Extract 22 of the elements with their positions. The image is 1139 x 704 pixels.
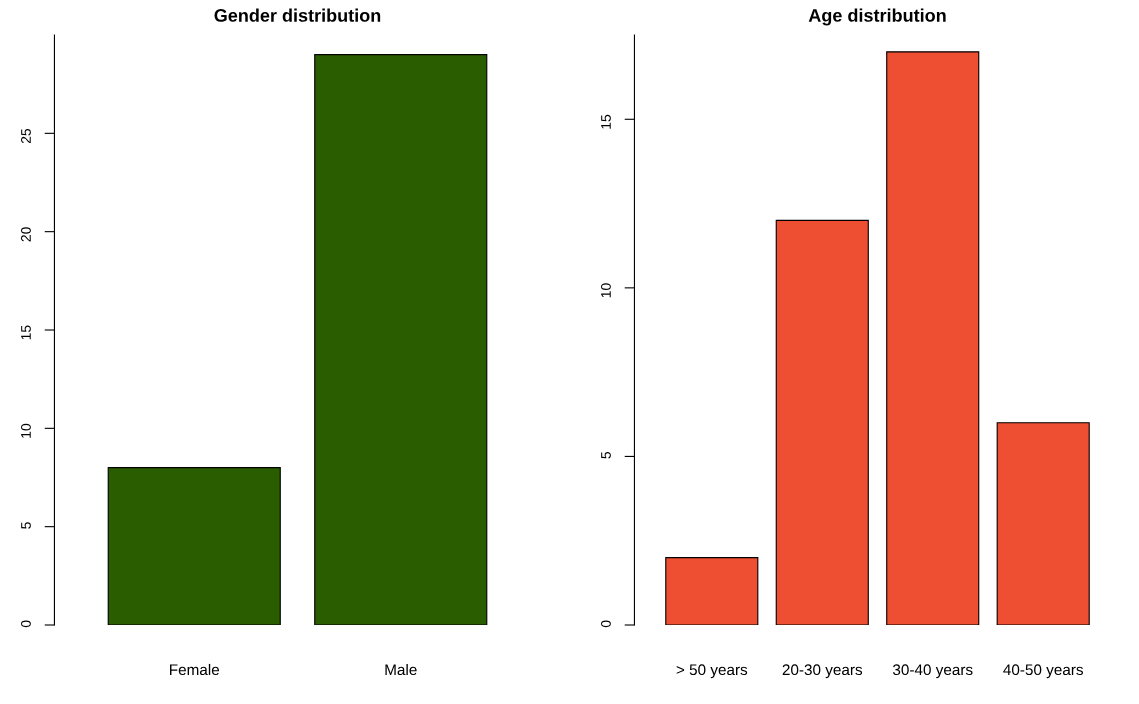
x-tick-label: 20-30 years <box>782 664 863 679</box>
y-tick-label: 15 <box>601 114 611 129</box>
bar <box>886 51 980 625</box>
y-tick-label: 5 <box>601 451 611 459</box>
y-tick-label: 0 <box>601 620 611 628</box>
y-tick-label: 15 <box>21 325 31 340</box>
y-tick-label: 10 <box>21 423 31 438</box>
x-tick-label: > 50 years <box>676 664 748 679</box>
y-tick-label: 10 <box>601 283 611 298</box>
x-tick-label: 40-50 years <box>1003 664 1083 679</box>
x-tick-label: Male <box>385 663 417 676</box>
y-tick-label: 25 <box>21 128 31 144</box>
bar <box>996 422 1090 625</box>
bar <box>775 219 869 625</box>
x-tick-label: 30-40 years <box>892 664 973 679</box>
y-tick-label: 5 <box>21 522 31 529</box>
y-tick-label: 0 <box>21 620 31 628</box>
bar <box>665 557 759 625</box>
chart-title: Age distribution <box>808 8 946 26</box>
chart-title: Gender distribution <box>214 8 381 22</box>
y-tick-label: 20 <box>21 227 31 242</box>
x-tick-label: Female <box>170 663 220 676</box>
